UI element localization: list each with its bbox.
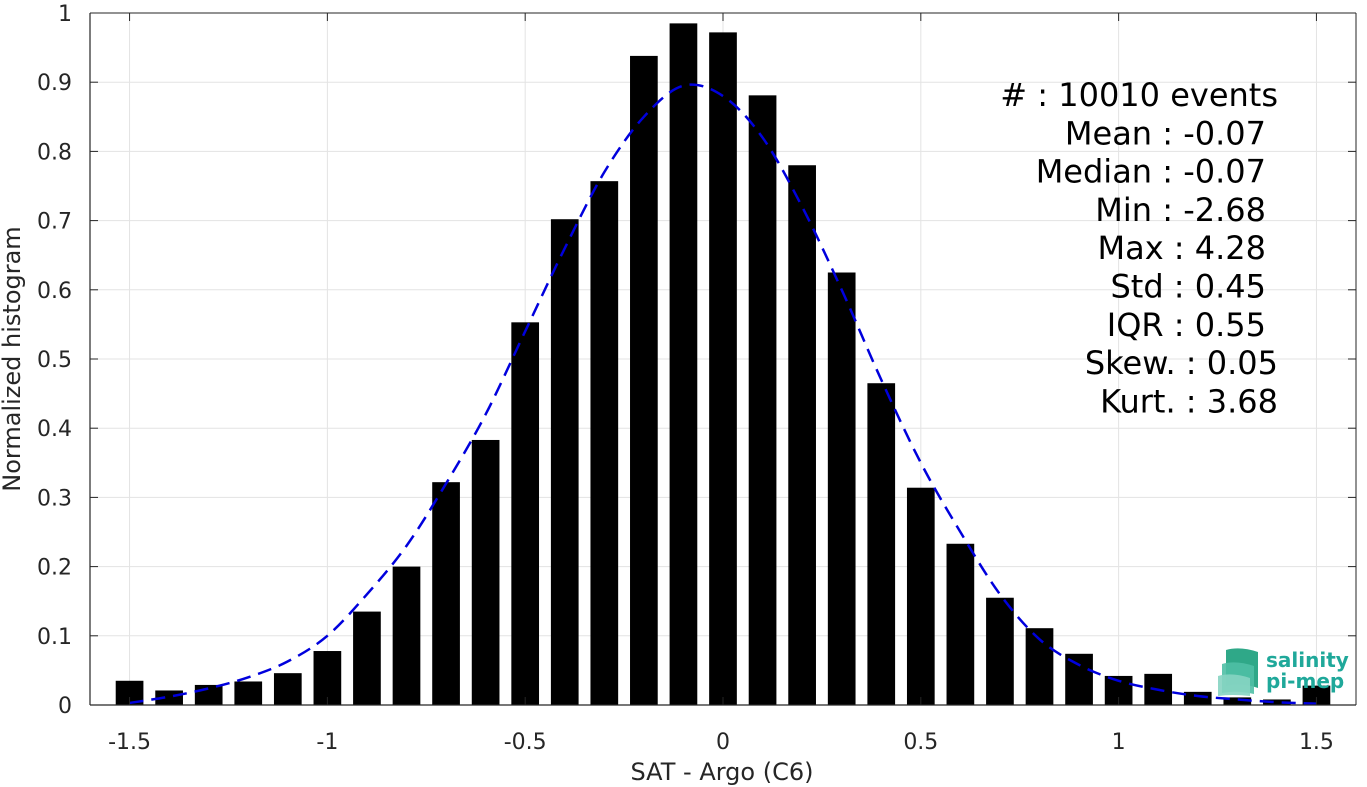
histogram-bar <box>788 165 816 706</box>
stat-line: Kurt. : 3.68 <box>1100 382 1278 420</box>
y-tick-label: 0.2 <box>37 556 72 581</box>
logo-line2: pi-mep <box>1266 669 1344 693</box>
y-tick-label: 0.3 <box>37 486 72 511</box>
x-tick-label: -0.5 <box>504 730 547 755</box>
stat-line: Max : 4.28 <box>1097 229 1266 267</box>
histogram-bar <box>946 543 975 705</box>
histogram-bar <box>155 690 183 705</box>
stat-line: IQR : 0.55 <box>1107 306 1266 344</box>
histogram-bar <box>590 181 619 705</box>
histogram-bar <box>194 684 223 705</box>
histogram-bar <box>1183 691 1212 705</box>
histogram-bar <box>867 383 896 705</box>
x-axis-title: SAT - Argo (C6) <box>631 758 814 786</box>
y-tick-label: 0.7 <box>37 210 72 235</box>
histogram-bar <box>1065 653 1093 705</box>
y-axis-title: Normalized histogram <box>0 226 26 491</box>
y-tick-labels: 0 0.1 0.2 0.3 0.4 0.5 0.6 0.7 0.8 0.9 1 <box>37 2 72 719</box>
stat-line: Std : 0.45 <box>1110 268 1266 306</box>
stat-line: Skew. : 0.05 <box>1085 344 1278 382</box>
y-tick-label: 0.5 <box>37 348 72 373</box>
salinity-logo-icon <box>1218 648 1258 696</box>
x-tick-label: -1 <box>316 730 338 755</box>
stat-line: Median : -0.07 <box>1036 153 1266 191</box>
histogram-bar <box>827 272 856 705</box>
stat-line: # : 10010 events <box>1000 76 1278 114</box>
x-tick-label: 1.5 <box>1299 730 1334 755</box>
histogram-bar <box>1302 685 1331 705</box>
y-tick-label: 0.4 <box>37 417 72 442</box>
histogram-bar <box>550 219 579 705</box>
histogram-bar <box>906 487 935 705</box>
x-tick-label: 0.5 <box>903 730 938 755</box>
histogram-bar <box>709 32 737 706</box>
x-tick-label: 1 <box>1112 730 1126 755</box>
x-tick-label: 0 <box>716 730 730 755</box>
stat-line: Min : -2.68 <box>1095 191 1266 229</box>
y-tick-label: 0 <box>58 694 72 719</box>
y-tick-label: 0.8 <box>37 140 72 165</box>
histogram-bar <box>669 23 698 705</box>
logo-line1: salinity <box>1266 648 1349 672</box>
histogram-bar <box>511 322 540 705</box>
y-tick-label: 1 <box>58 2 72 27</box>
histogram-bar <box>353 611 381 705</box>
stat-line: Mean : -0.07 <box>1065 114 1266 152</box>
y-tick-label: 0.1 <box>37 625 72 650</box>
histogram-bar <box>273 673 302 705</box>
x-tick-labels: -1.5 -1 -0.5 0 0.5 1 1.5 <box>108 730 1334 755</box>
histogram-bar <box>234 681 263 705</box>
histogram-bar <box>1263 699 1291 705</box>
histogram-bar <box>432 482 460 705</box>
y-tick-label: 0.9 <box>37 71 72 96</box>
histogram-bar <box>313 651 342 705</box>
x-tick-label: -1.5 <box>108 730 151 755</box>
histogram-bar <box>471 439 500 705</box>
fit-curve <box>129 83 1317 705</box>
y-tick-label: 0.6 <box>37 279 72 304</box>
histogram-bar <box>986 597 1014 705</box>
histogram-bar <box>1025 628 1054 705</box>
axes <box>89 12 1357 706</box>
histogram-bar <box>748 95 777 705</box>
histogram-bar <box>392 566 421 705</box>
histogram-bar <box>1223 697 1252 705</box>
logo: salinity pi-mep <box>1218 648 1349 696</box>
histogram-bar <box>630 55 658 706</box>
